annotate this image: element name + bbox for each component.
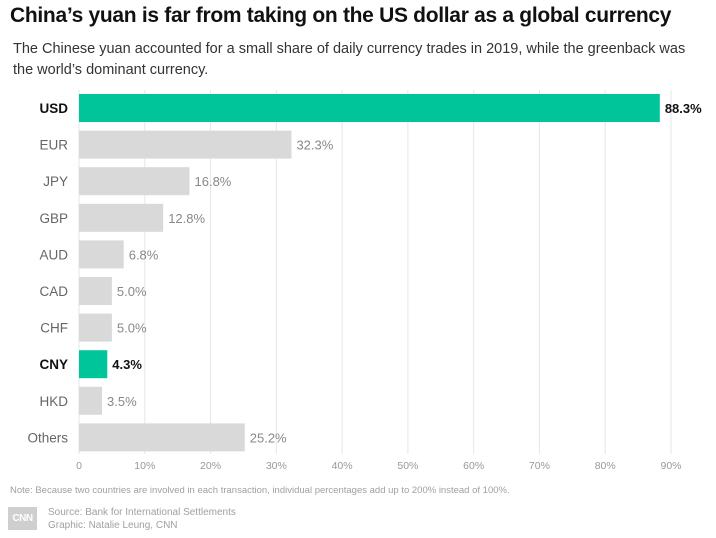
- value-label: 4.3%: [112, 357, 142, 372]
- x-tick-label: 20%: [200, 460, 221, 472]
- category-label: JPY: [43, 174, 68, 189]
- bar-usd: [79, 94, 660, 122]
- value-label: 32.3%: [296, 138, 333, 153]
- x-tick-label: 10%: [134, 460, 155, 472]
- x-tick-label: 90%: [660, 460, 681, 472]
- footnote: Note: Because two countries are involved…: [10, 485, 510, 496]
- x-tick-label: 30%: [266, 460, 287, 472]
- chart-title: China’s yuan is far from taking on the U…: [10, 4, 672, 27]
- category-label: EUR: [39, 138, 68, 153]
- source-line: Source: Bank for International Settlemen…: [48, 507, 236, 518]
- cnn-logo: CNN: [8, 507, 37, 530]
- graphic-credit: Graphic: Natalie Leung, CNN: [48, 520, 178, 531]
- bar-cad: [79, 277, 112, 305]
- value-label: 25.2%: [250, 430, 287, 445]
- category-label: Others: [27, 430, 68, 445]
- bar-others: [79, 423, 245, 452]
- x-tick-label: 80%: [595, 460, 616, 472]
- bar-hkd: [79, 386, 103, 415]
- bar-chart: 0 10% 20% 30% 40% 50% 60% 70% 80% 90% USD 88.3% EUR 3…: [27, 90, 702, 472]
- x-tick-label: 0: [76, 460, 82, 472]
- category-label: CAD: [39, 284, 68, 299]
- x-tick-label: 40%: [332, 460, 353, 472]
- value-label: 6.8%: [129, 247, 159, 262]
- x-tick-label: 70%: [529, 460, 550, 472]
- bar-jpy: [79, 167, 190, 196]
- value-label: 5.0%: [117, 321, 147, 336]
- category-label: USD: [39, 101, 68, 116]
- category-label: AUD: [39, 247, 68, 262]
- bar-gbp: [79, 203, 164, 232]
- value-label: 16.8%: [195, 174, 232, 189]
- x-tick-label: 60%: [463, 460, 484, 472]
- bar-eur: [79, 130, 292, 159]
- chart-subtitle: The Chinese yuan accounted for a small s…: [13, 41, 686, 78]
- bar-chf: [79, 313, 112, 342]
- category-label: CNY: [39, 357, 68, 372]
- category-label: GBP: [39, 211, 68, 226]
- bar-aud: [79, 240, 124, 269]
- x-tick-label: 50%: [397, 460, 418, 472]
- category-label: HKD: [39, 394, 68, 409]
- bar-cny: [79, 350, 108, 379]
- category-label: CHF: [40, 321, 68, 336]
- value-label: 88.3%: [665, 101, 702, 116]
- value-label: 5.0%: [117, 284, 147, 299]
- value-label: 12.8%: [168, 211, 205, 226]
- credits: Source: Bank for International Settlemen…: [48, 506, 236, 532]
- value-label: 3.5%: [107, 394, 137, 409]
